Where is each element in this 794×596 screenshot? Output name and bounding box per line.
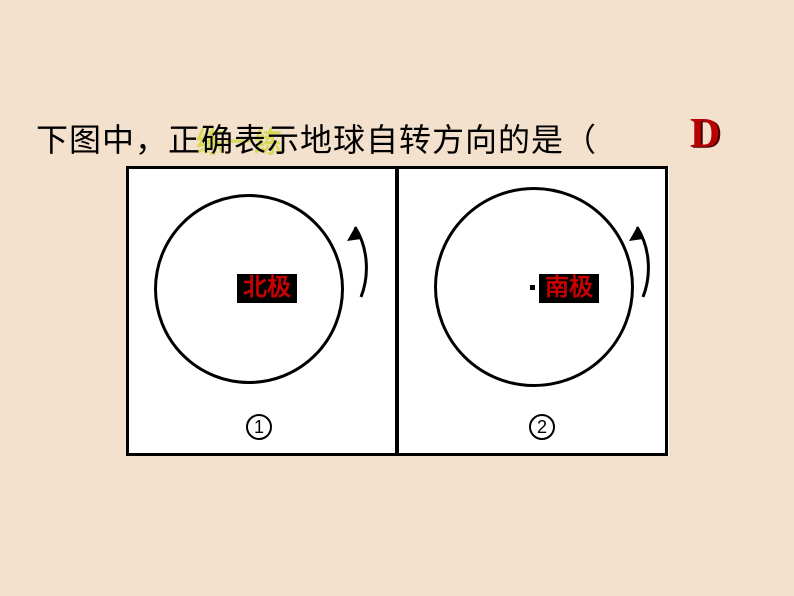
panel-number-2: 2 — [529, 414, 555, 440]
figure: 北极 1 南极 2 — [126, 166, 669, 456]
panel-2: 南极 2 — [397, 166, 668, 456]
answer-letter: D — [690, 110, 720, 158]
panel-1: 北极 1 — [126, 166, 397, 456]
panel-number-2-glyph: 2 — [537, 417, 547, 438]
panel-number-1: 1 — [246, 414, 272, 440]
question-text: 练一练 下图中，正确表示地球自转方向的是（ — [36, 115, 597, 161]
question-main: 下图中，正确表示地球自转方向的是（ — [36, 122, 597, 158]
panel-number-1-glyph: 1 — [254, 417, 264, 438]
